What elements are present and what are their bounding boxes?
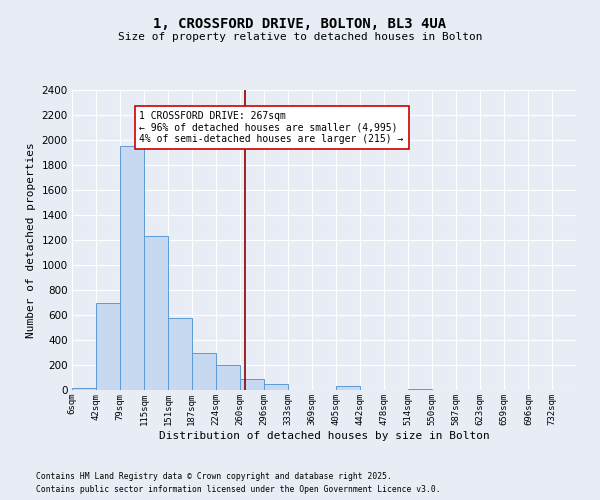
Text: Size of property relative to detached houses in Bolton: Size of property relative to detached ho… <box>118 32 482 42</box>
Text: 1 CROSSFORD DRIVE: 267sqm
← 96% of detached houses are smaller (4,995)
4% of sem: 1 CROSSFORD DRIVE: 267sqm ← 96% of detac… <box>139 112 404 144</box>
Y-axis label: Number of detached properties: Number of detached properties <box>26 142 36 338</box>
Bar <box>192 352 216 390</box>
Bar <box>336 386 361 390</box>
Text: Contains public sector information licensed under the Open Government Licence v3: Contains public sector information licen… <box>36 485 440 494</box>
Bar <box>264 384 288 390</box>
Text: 1, CROSSFORD DRIVE, BOLTON, BL3 4UA: 1, CROSSFORD DRIVE, BOLTON, BL3 4UA <box>154 18 446 32</box>
Bar <box>240 380 264 390</box>
Bar <box>168 318 192 390</box>
Bar <box>144 236 168 390</box>
Text: Contains HM Land Registry data © Crown copyright and database right 2025.: Contains HM Land Registry data © Crown c… <box>36 472 392 481</box>
Bar <box>120 146 144 390</box>
Bar <box>216 365 240 390</box>
Bar <box>408 389 432 390</box>
Bar <box>72 388 96 390</box>
Bar <box>96 302 120 390</box>
X-axis label: Distribution of detached houses by size in Bolton: Distribution of detached houses by size … <box>158 430 490 440</box>
